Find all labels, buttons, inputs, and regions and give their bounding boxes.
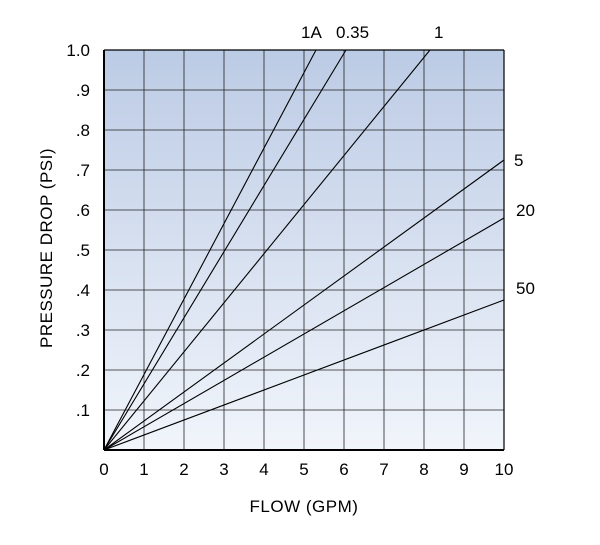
- x-tick-label: 0: [99, 460, 108, 479]
- x-tick-label: 3: [219, 460, 228, 479]
- y-tick-label: .3: [76, 321, 90, 340]
- y-axis-title: PRESSURE DROP (PSI): [37, 148, 56, 348]
- x-axis-title: FLOW (GPM): [250, 497, 359, 516]
- y-tick-label: 1.0: [66, 41, 90, 60]
- x-tick-label: 7: [379, 460, 388, 479]
- series-line-1A: [103, 49, 317, 451]
- series-label-0-35: 0.35: [336, 23, 369, 42]
- axes: [103, 49, 505, 451]
- y-tick-label: .7: [76, 161, 90, 180]
- series-line-1: [103, 49, 431, 451]
- x-tick-label: 5: [299, 460, 308, 479]
- series-label-1: 1: [434, 23, 443, 42]
- series-label-1A: 1A: [301, 23, 322, 42]
- y-tick-label: .5: [76, 241, 90, 260]
- series-line-20: [103, 217, 505, 451]
- series-label-5: 5: [514, 151, 523, 170]
- y-tick-label: .6: [76, 201, 90, 220]
- y-tick-label: .2: [76, 361, 90, 380]
- x-tick-label: 6: [339, 460, 348, 479]
- x-tick-label: 8: [419, 460, 428, 479]
- series-line-5: [103, 159, 505, 451]
- series-line-50: [103, 299, 505, 451]
- y-tick-label: .9: [76, 81, 90, 100]
- y-tick-label: .1: [76, 401, 90, 420]
- x-tick-label: 9: [459, 460, 468, 479]
- tick-labels: 0 1 2 3 4 5 6 7 8 9 10 .1 .2 .3 .4 .5 .6 .7 .8 .9 1.0: [66, 41, 513, 479]
- series-lines: [103, 49, 505, 451]
- y-tick-label: .8: [76, 121, 90, 140]
- x-tick-label: 4: [259, 460, 268, 479]
- x-tick-label: 10: [495, 460, 514, 479]
- x-tick-label: 1: [139, 460, 148, 479]
- grid: [104, 50, 504, 450]
- series-line-0-35: [103, 49, 347, 451]
- x-tick-label: 2: [179, 460, 188, 479]
- series-label-20: 20: [516, 201, 535, 220]
- series-labels: 1A 0.35 1 5 20 50: [301, 23, 535, 298]
- y-tick-label: .4: [76, 281, 90, 300]
- series-label-50: 50: [516, 279, 535, 298]
